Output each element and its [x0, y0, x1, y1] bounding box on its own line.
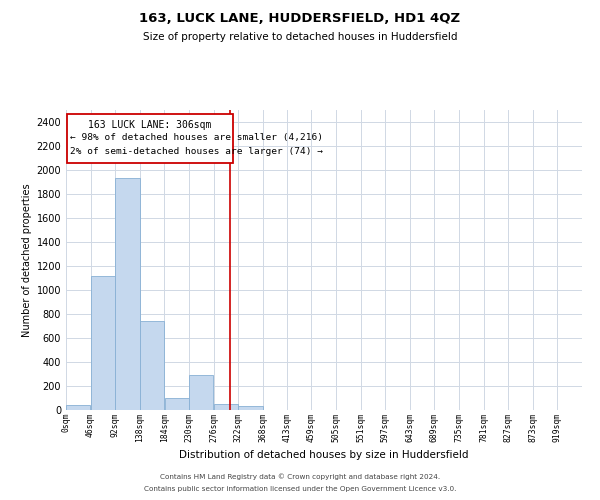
X-axis label: Distribution of detached houses by size in Huddersfield: Distribution of detached houses by size … — [179, 450, 469, 460]
FancyBboxPatch shape — [67, 114, 233, 163]
Bar — [238, 406, 263, 410]
Text: Contains HM Land Registry data © Crown copyright and database right 2024.: Contains HM Land Registry data © Crown c… — [160, 474, 440, 480]
Text: 163, LUCK LANE, HUDDERSFIELD, HD1 4QZ: 163, LUCK LANE, HUDDERSFIELD, HD1 4QZ — [139, 12, 461, 26]
Bar — [189, 375, 214, 410]
Text: Size of property relative to detached houses in Huddersfield: Size of property relative to detached ho… — [143, 32, 457, 42]
Bar — [164, 398, 189, 410]
Text: 163 LUCK LANE: 306sqm: 163 LUCK LANE: 306sqm — [88, 120, 212, 130]
Text: 2% of semi-detached houses are larger (74) →: 2% of semi-detached houses are larger (7… — [70, 146, 323, 156]
Text: ← 98% of detached houses are smaller (4,216): ← 98% of detached houses are smaller (4,… — [70, 134, 323, 142]
Bar — [115, 178, 140, 410]
Text: Contains public sector information licensed under the Open Government Licence v3: Contains public sector information licen… — [144, 486, 456, 492]
Bar — [66, 405, 91, 410]
Bar — [91, 276, 115, 410]
Bar — [214, 404, 238, 410]
Bar — [140, 321, 164, 410]
Y-axis label: Number of detached properties: Number of detached properties — [22, 183, 32, 337]
